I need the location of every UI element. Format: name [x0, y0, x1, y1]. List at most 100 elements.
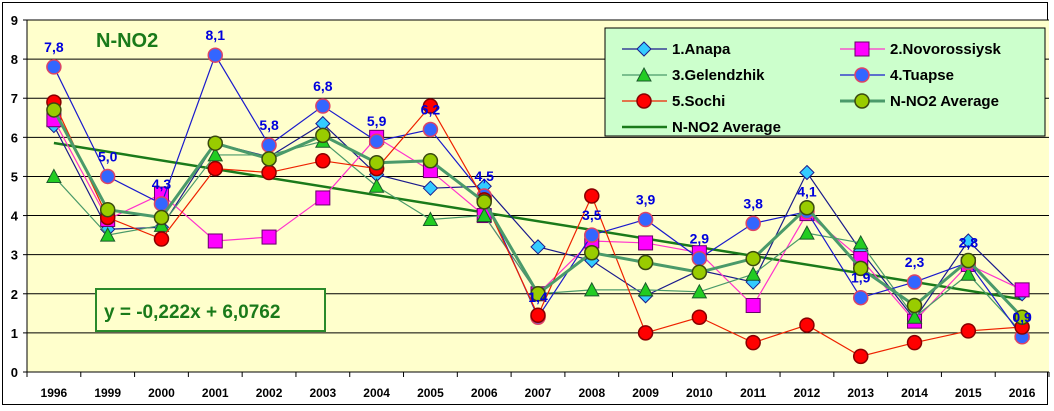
data-point — [584, 244, 600, 261]
legend-marker-icon — [636, 41, 652, 57]
legend-label: N-NO2 Average — [672, 119, 781, 136]
data-label: 8,1 — [206, 27, 226, 43]
data-label: 2,9 — [690, 231, 710, 247]
data-point — [745, 298, 761, 314]
legend-item: N-NO2 Average — [622, 119, 781, 136]
data-point — [799, 164, 815, 181]
data-point — [691, 250, 708, 267]
data-point — [799, 225, 815, 240]
data-point — [46, 59, 62, 75]
chart-title: N-NO2 — [96, 30, 158, 52]
data-point — [1014, 282, 1030, 298]
data-point — [960, 233, 977, 249]
data-point — [960, 323, 977, 339]
legend-box — [604, 27, 1046, 137]
legend-label: 4.Tuapse — [890, 67, 954, 84]
data-point — [637, 281, 654, 297]
data-label: 2,3 — [905, 254, 925, 270]
data-point — [745, 215, 761, 232]
data-label: 5,8 — [259, 117, 279, 133]
data-point — [745, 250, 761, 267]
legend-label: N-NO2 Average — [890, 93, 999, 110]
legend-item: 2.Novorossiysk — [840, 41, 1002, 58]
data-point — [960, 266, 977, 281]
y-tick-label: 8 — [11, 52, 18, 67]
data-point — [368, 155, 385, 171]
data-point — [368, 133, 385, 149]
data-point — [207, 47, 224, 63]
x-tick-label: 2003 — [309, 386, 336, 400]
y-tick-label: 2 — [11, 287, 18, 302]
data-point — [799, 317, 815, 333]
data-label: 3,9 — [636, 191, 656, 207]
data-point — [745, 266, 761, 281]
legend-label: 2.Novorossiysk — [890, 41, 1002, 58]
data-point — [46, 102, 62, 118]
data-label: 4,5 — [474, 168, 494, 184]
data-point — [99, 227, 116, 242]
data-point — [583, 281, 600, 297]
series-n-no2-average — [46, 102, 1030, 325]
x-tick-label: 1996 — [41, 386, 68, 400]
data-label: 1,4 — [528, 289, 548, 305]
legend-marker-icon — [636, 93, 652, 109]
legend-item: 4.Tuapse — [840, 67, 954, 84]
data-label: 4,3 — [152, 176, 172, 192]
data-label: 3,5 — [582, 207, 602, 223]
y-tick-label: 9 — [11, 13, 18, 28]
data-point — [99, 201, 116, 218]
data-label: 5,0 — [98, 148, 118, 164]
data-point — [153, 231, 170, 247]
y-tick-label: 5 — [11, 169, 18, 184]
data-point — [315, 153, 331, 169]
data-point — [261, 151, 277, 167]
y-tick-label: 7 — [11, 91, 18, 106]
data-label: 6,8 — [313, 78, 333, 94]
x-tick-label: 2000 — [148, 386, 175, 400]
x-tick-label: 2002 — [256, 386, 283, 400]
data-point — [691, 264, 708, 281]
data-label: 2,8 — [959, 234, 979, 250]
data-point — [906, 334, 923, 351]
data-point — [476, 207, 493, 223]
x-tick-label: 2014 — [901, 386, 928, 400]
data-point — [530, 239, 546, 255]
data-point — [422, 153, 439, 169]
legend: 1.Anapa 2.Novorossiysk 3.Gelendzhik 4.Tuaps… — [604, 27, 1046, 137]
data-point — [852, 260, 869, 277]
data-point — [476, 194, 492, 210]
legend-item: N-NO2 Average — [840, 93, 999, 110]
y-tick-label: 0 — [11, 365, 18, 380]
legend-label: 3.Gelendzhik — [672, 67, 765, 84]
data-point — [906, 309, 923, 324]
x-tick-label: 2012 — [794, 386, 821, 400]
data-point — [852, 234, 869, 250]
legend-marker-icon — [636, 66, 652, 82]
legend-marker-icon — [854, 67, 870, 83]
x-tick-label: 2006 — [471, 386, 498, 400]
axes: 0 1 2 3 4 5 6 7 8 9 1996 1999 2000 2001 2002 2003 2004 20… — [11, 13, 1050, 400]
data-point — [261, 164, 277, 181]
x-tick-label: 2011 — [740, 386, 766, 400]
x-tick-label: 2009 — [632, 386, 659, 400]
data-point — [207, 135, 224, 151]
data-point — [637, 211, 654, 228]
data-label: 0,9 — [1012, 309, 1032, 325]
data-point — [207, 160, 224, 177]
x-tick-label: 2007 — [525, 386, 552, 400]
data-point — [153, 209, 170, 226]
data-point — [422, 98, 439, 114]
x-tick-label: 2016 — [1009, 386, 1036, 400]
data-point — [46, 168, 62, 183]
series-group — [46, 47, 1030, 365]
data-point — [906, 274, 923, 290]
x-tick-label: 2015 — [955, 386, 982, 400]
data-point — [530, 286, 546, 302]
data-label: 1,9 — [851, 270, 871, 286]
data-point — [637, 254, 654, 271]
legend-label: 5.Sochi — [672, 93, 725, 110]
data-point — [261, 229, 277, 245]
data-point — [530, 307, 546, 324]
x-tick-label: 2008 — [578, 386, 605, 400]
data-point — [261, 137, 277, 153]
